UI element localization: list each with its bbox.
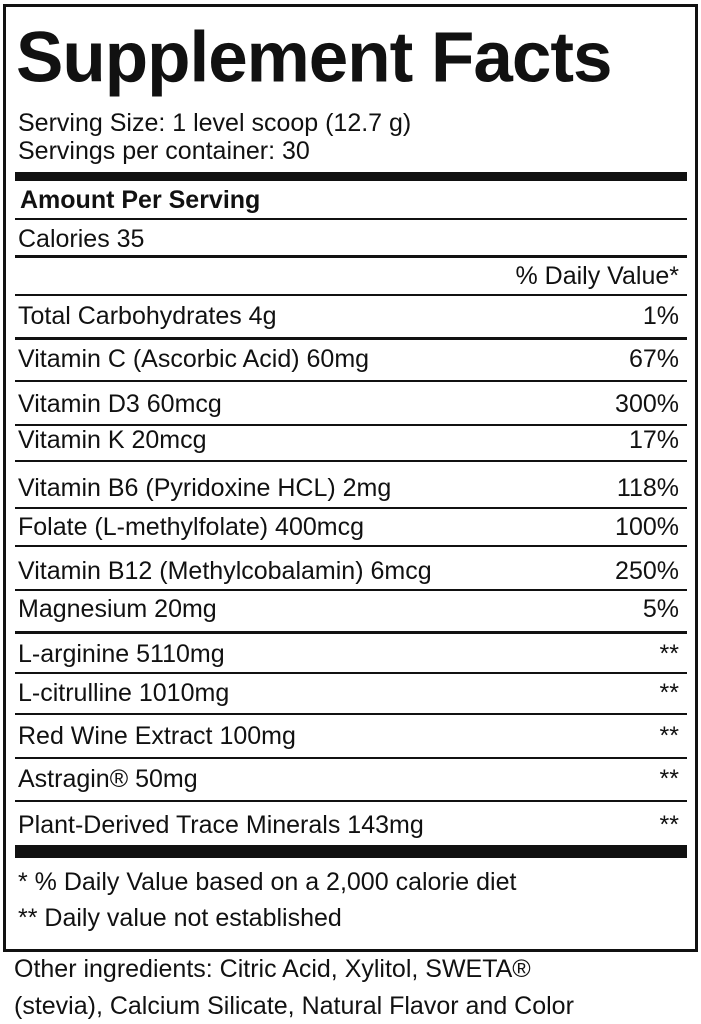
other-ingredients: Other ingredients: Citric Acid, Xylitol,… bbox=[14, 955, 531, 983]
rule bbox=[15, 545, 687, 547]
nutrient-name: Astragin® 50mg bbox=[18, 765, 198, 793]
daily-value: ** bbox=[659, 722, 679, 750]
calories: Calories 35 bbox=[18, 225, 145, 253]
nutrient-name: L-citrulline 1010mg bbox=[18, 679, 230, 707]
rule bbox=[15, 589, 687, 591]
daily-value: ** bbox=[659, 679, 679, 707]
rule bbox=[15, 631, 687, 634]
servings-per-container: Servings per container: 30 bbox=[18, 137, 310, 165]
nutrient-name: Vitamin B6 (Pyridoxine HCL) 2mg bbox=[18, 474, 392, 502]
daily-value: 67% bbox=[628, 345, 679, 373]
rule bbox=[15, 757, 687, 759]
nutrient-name: Vitamin K 20mcg bbox=[18, 426, 207, 454]
rule bbox=[15, 337, 687, 340]
nutrient-name: Magnesium 20mg bbox=[18, 595, 217, 623]
daily-value: ** bbox=[659, 765, 679, 793]
footnote: ** Daily value not established bbox=[18, 904, 342, 932]
other-ingredients: (stevia), Calcium Silicate, Natural Flav… bbox=[14, 992, 574, 1020]
amount-per-serving: Amount Per Serving bbox=[20, 186, 261, 214]
daily-value: 1% bbox=[642, 302, 679, 330]
nutrient-name: L-arginine 5110mg bbox=[18, 640, 225, 668]
rule bbox=[15, 713, 687, 715]
daily-value: 17% bbox=[628, 426, 679, 454]
daily-value: 100% bbox=[615, 513, 679, 541]
daily-value: 250% bbox=[615, 557, 679, 585]
nutrient-name: Vitamin B12 (Methylcobalamin) 6mcg bbox=[18, 557, 432, 585]
daily-value: ** bbox=[659, 811, 679, 839]
nutrient-name: Folate (L-methylfolate) 400mcg bbox=[18, 513, 364, 541]
rule bbox=[15, 294, 687, 296]
nutrient-name: Vitamin D3 60mcg bbox=[18, 390, 222, 418]
nutrient-name: Total Carbohydrates 4g bbox=[18, 302, 277, 330]
rule bbox=[15, 255, 687, 258]
rule bbox=[15, 424, 687, 426]
nutrient-name: Plant-Derived Trace Minerals 143mg bbox=[18, 811, 424, 839]
daily-value: ** bbox=[659, 640, 679, 668]
rule bbox=[15, 507, 687, 509]
title: Supplement Facts bbox=[16, 18, 613, 98]
label-border bbox=[3, 4, 698, 952]
rule bbox=[15, 672, 687, 674]
footnote: * % Daily Value based on a 2,000 calorie… bbox=[18, 868, 517, 896]
rule bbox=[15, 800, 687, 802]
daily-value: 300% bbox=[615, 390, 679, 418]
nutrient-name: Vitamin C (Ascorbic Acid) 60mg bbox=[18, 345, 370, 373]
daily-value-header: % Daily Value* bbox=[515, 262, 679, 290]
rule bbox=[15, 380, 687, 382]
daily-value: 5% bbox=[642, 595, 679, 623]
rule bbox=[15, 218, 687, 220]
daily-value: 118% bbox=[616, 474, 679, 502]
nutrient-name: Red Wine Extract 100mg bbox=[18, 722, 296, 750]
thick-rule bbox=[15, 845, 687, 858]
thick-rule bbox=[15, 172, 687, 181]
rule bbox=[15, 460, 687, 462]
serving-size: Serving Size: 1 level scoop (12.7 g) bbox=[18, 109, 412, 137]
